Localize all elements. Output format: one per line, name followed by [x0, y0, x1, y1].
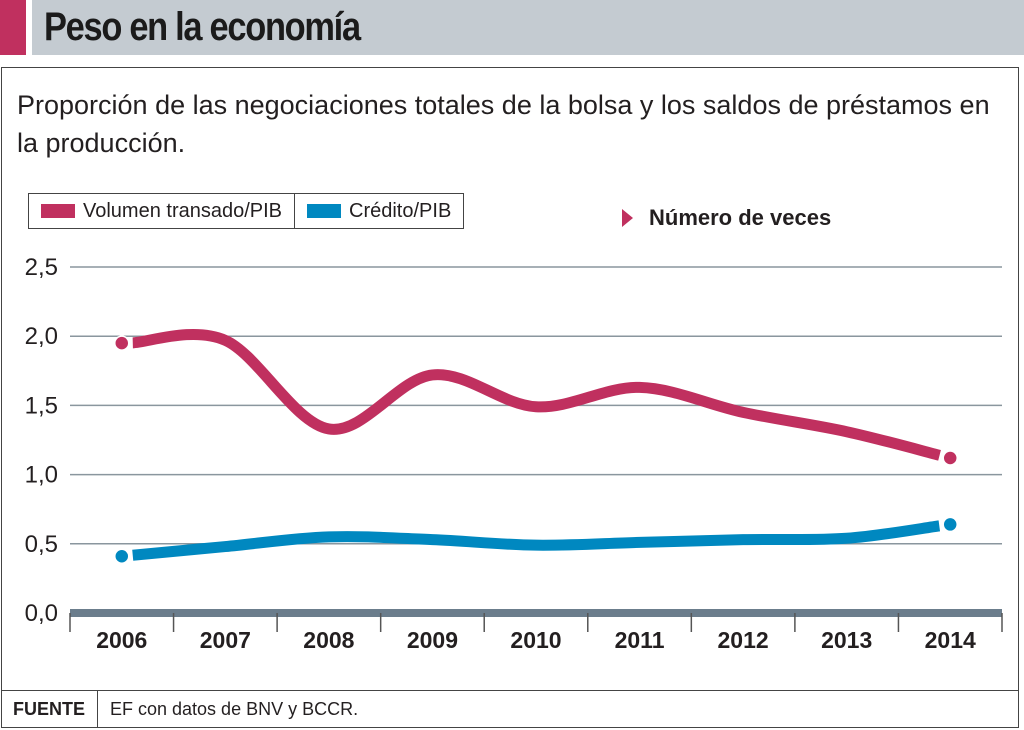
series-lines	[114, 328, 958, 565]
x-tick-label: 2009	[407, 627, 458, 653]
y-tick-label: 2,5	[25, 254, 58, 281]
chart-frame	[1, 67, 1019, 728]
data-point-2006	[114, 548, 130, 565]
y-tick-label: 2,0	[25, 323, 58, 350]
series-line	[132, 520, 941, 561]
unit-label: Número de veces	[622, 205, 831, 231]
legend-item-credito: Crédito/PIB	[294, 194, 463, 228]
x-tick-label: 2006	[96, 627, 147, 653]
line-chart: 0,00,51,01,52,02,5 2006 2007 2008 2009 2010 2…	[25, 254, 1003, 653]
x-tick-label: 2011	[615, 627, 665, 653]
legend-label-credito: Crédito/PIB	[349, 199, 452, 222]
x-tick-label: 2012	[718, 627, 769, 653]
series-volumen	[114, 328, 958, 466]
series-credito	[114, 516, 958, 565]
y-axis-ticks: 0,0 0,5 1,0 1,5 2,0 2,5	[25, 254, 58, 627]
header-accent-bar	[0, 0, 26, 55]
header-band	[32, 0, 1024, 55]
x-tick-label: 2013	[821, 627, 872, 653]
source-text: EF con datos de BNV y BCCR.	[110, 699, 359, 719]
footer: FUENTE EF con datos de BNV y BCCR.	[1, 690, 1019, 728]
y-tick-label: 1,0	[25, 462, 58, 489]
legend-label-volumen: Volumen transado/PIB	[83, 199, 283, 222]
data-point-2014	[942, 516, 958, 533]
legend-item-volumen: Volumen transado/PIB	[29, 194, 294, 228]
legend-swatch-volumen	[41, 204, 75, 218]
unit-label-text: Número de veces	[649, 205, 832, 230]
chart-subtitle: Proporción de las negociaciones totales …	[17, 90, 990, 158]
source-label: FUENTE	[1, 691, 98, 728]
x-axis-line	[70, 609, 1002, 617]
legend-swatch-credito	[307, 204, 342, 218]
legend: Volumen transado/PIB Crédito/PIB	[28, 193, 465, 229]
page-title: Peso en la economía	[44, 5, 361, 49]
header: Peso en la economía	[0, 0, 1024, 55]
x-tick-label: 2008	[303, 627, 354, 653]
x-tick-label: 2010	[510, 627, 561, 653]
series-line	[132, 328, 941, 461]
x-tick-label: 2007	[200, 627, 251, 653]
data-point-2014	[942, 450, 958, 466]
x-tick-label: 2014	[925, 627, 976, 653]
y-tick-label: 0,5	[25, 531, 58, 558]
x-axis: 2006 2007 2008 2009 2010 2011 2012 2013 2014	[69, 609, 1003, 653]
y-tick-label: 1,5	[25, 392, 58, 419]
y-tick-label: 0,0	[25, 600, 58, 627]
data-point-2006	[114, 335, 130, 351]
triangle-right-icon	[622, 209, 633, 227]
